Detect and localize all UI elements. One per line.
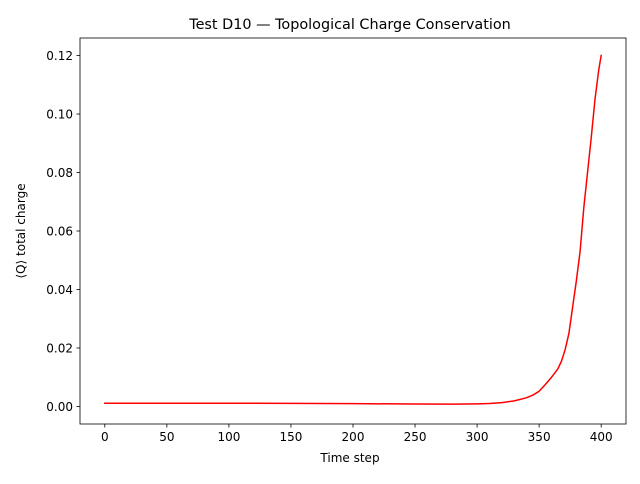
y-tick-label: 0.08 xyxy=(46,166,73,180)
y-tick-label: 0.06 xyxy=(46,224,73,238)
x-tick-label: 350 xyxy=(528,430,551,444)
chart-title: Test D10 — Topological Charge Conservati… xyxy=(188,17,511,33)
y-tick-label: 0.02 xyxy=(46,341,73,355)
x-axis-label: Time step xyxy=(319,451,379,465)
x-tick-label: 150 xyxy=(280,430,303,444)
axes-frame xyxy=(79,37,627,425)
x-tick-label: 0 xyxy=(101,430,109,444)
plot-area xyxy=(104,54,603,405)
x-tick-label: 300 xyxy=(466,430,489,444)
x-axis-ticks: 0 50 100 150 200 250 300 350 400 xyxy=(101,424,613,444)
series-line xyxy=(104,54,603,405)
x-tick-label: 50 xyxy=(159,430,174,444)
x-tick-label: 400 xyxy=(590,430,613,444)
y-axis-ticks: 0.00 0.02 0.04 0.06 0.08 0.10 0.12 xyxy=(46,49,80,414)
y-axis-label: ⟨Q⟩ total charge xyxy=(14,183,28,278)
y-tick-label: 0.12 xyxy=(46,49,73,63)
y-tick-label: 0.04 xyxy=(46,283,73,297)
x-tick-label: 250 xyxy=(404,430,427,444)
x-tick-label: 200 xyxy=(342,430,365,444)
x-tick-label: 100 xyxy=(217,430,240,444)
y-tick-label: 0.00 xyxy=(46,400,73,414)
y-tick-label: 0.10 xyxy=(46,107,73,121)
